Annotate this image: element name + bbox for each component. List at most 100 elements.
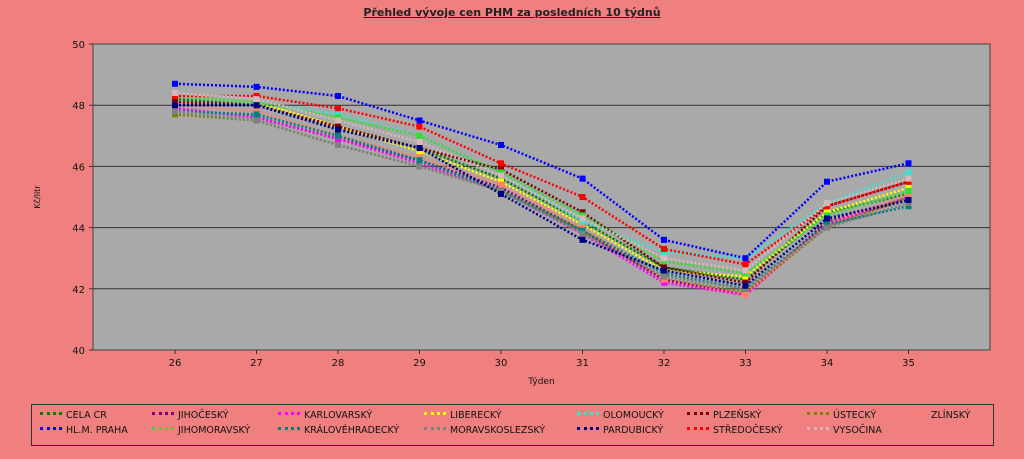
- data-point: [824, 221, 830, 228]
- data-point: [416, 157, 423, 164]
- y-tick-label: 40: [72, 346, 85, 357]
- data-point: [498, 190, 504, 197]
- x-tick-label: 32: [658, 358, 671, 369]
- legend-item: STŘEDOČESKÝ: [687, 425, 783, 436]
- series-line: [174, 82, 909, 260]
- legend-swatch: [687, 427, 709, 434]
- data-point: [172, 111, 178, 118]
- data-point: [742, 276, 749, 283]
- series-line: [175, 94, 909, 266]
- data-point: [416, 117, 423, 124]
- data-point: [253, 117, 260, 124]
- legend-label: PLZEŇSKÝ: [713, 410, 762, 421]
- legend-swatch: [40, 427, 62, 434]
- data-point: [579, 236, 586, 243]
- data-point: [661, 273, 667, 280]
- x-tick-label: 35: [902, 358, 915, 369]
- data-point: [172, 89, 178, 96]
- data-point: [416, 160, 423, 167]
- legend-item: JIHOČESKÝ: [152, 410, 229, 421]
- data-point: [905, 160, 912, 167]
- data-point: [824, 215, 830, 222]
- data-point: [824, 209, 830, 216]
- data-point: [253, 102, 260, 109]
- data-point: [742, 288, 749, 295]
- data-point: [253, 99, 260, 106]
- data-point: [905, 184, 912, 191]
- data-point: [905, 178, 912, 185]
- x-tick-label: 33: [739, 358, 752, 369]
- legend-item: ÚSTECKÝ: [807, 410, 876, 421]
- data-point: [905, 175, 912, 182]
- data-point: [579, 215, 586, 222]
- legend-label: PARDUBICKÝ: [603, 425, 664, 436]
- data-point: [498, 184, 504, 191]
- data-point: [824, 178, 830, 185]
- data-point: [661, 255, 667, 262]
- legend-label: CELA CR: [66, 410, 107, 421]
- data-point: [661, 249, 667, 256]
- series-line: [175, 103, 909, 288]
- data-point: [661, 236, 667, 243]
- data-point: [416, 123, 423, 130]
- legend-swatch: [152, 412, 174, 419]
- data-point: [172, 108, 178, 115]
- data-point: [172, 93, 178, 100]
- data-point: [335, 132, 341, 139]
- legend-label: STŘEDOČESKÝ: [713, 425, 783, 436]
- legend-label: JIHOČESKÝ: [178, 410, 229, 421]
- series-line: [174, 110, 909, 291]
- data-point: [172, 96, 178, 103]
- legend-item: PARDUBICKÝ: [577, 425, 663, 436]
- legend-swatch: [278, 412, 300, 419]
- y-tick-label: 48: [72, 101, 85, 112]
- legend-label: HL.M. PRAHA: [66, 425, 128, 436]
- data-point: [416, 148, 423, 155]
- data-point: [416, 138, 423, 145]
- data-point: [905, 200, 912, 207]
- data-point: [253, 93, 260, 100]
- legend-swatch: [807, 412, 829, 419]
- chart-title: Přehled vývoje cen PHM za posledních 10 …: [363, 6, 661, 19]
- data-point: [253, 111, 260, 118]
- data-point: [824, 212, 830, 219]
- data-point: [742, 261, 749, 268]
- legend-swatch: [577, 412, 599, 419]
- x-axis-label: Týden: [527, 377, 554, 387]
- data-point: [905, 197, 912, 204]
- data-point: [498, 178, 504, 185]
- legend-label: ZLÍNSKÝ: [931, 410, 971, 421]
- data-point: [498, 172, 504, 179]
- data-point: [498, 160, 504, 167]
- legend-label: JIHOMORAVSKÝ: [178, 425, 251, 436]
- data-point: [579, 221, 586, 228]
- legend-swatch: [687, 412, 709, 419]
- legend-swatch: [577, 427, 599, 434]
- legend: CELA CR JIHOČESKÝ KARLOVARSKÝ LIBERECKÝ OLOM…: [31, 404, 994, 446]
- data-point: [253, 108, 260, 115]
- data-point: [498, 141, 504, 148]
- series-line: [174, 91, 909, 272]
- data-point: [172, 99, 178, 106]
- data-point: [579, 194, 586, 200]
- data-point: [579, 209, 586, 216]
- legend-item: VYSOČINA: [807, 425, 882, 436]
- legend-label: ÚSTECKÝ: [833, 410, 877, 421]
- data-point: [905, 169, 912, 176]
- data-point: [661, 270, 667, 277]
- legend-item: KRÁLOVÉHRADECKÝ: [278, 425, 399, 436]
- legend-item: CELA CR: [40, 410, 107, 421]
- x-tick-label: 31: [576, 358, 589, 369]
- series-line: [174, 103, 909, 297]
- data-point: [742, 270, 749, 277]
- data-point: [742, 273, 749, 280]
- data-point: [824, 218, 830, 225]
- data-point: [335, 111, 341, 118]
- data-point: [579, 175, 586, 182]
- legend-item: HL.M. PRAHA: [40, 425, 128, 436]
- data-point: [579, 227, 586, 234]
- data-point: [253, 96, 260, 103]
- data-point: [742, 285, 749, 292]
- y-axis-label: Kč/litr: [32, 185, 42, 209]
- data-point: [824, 203, 830, 210]
